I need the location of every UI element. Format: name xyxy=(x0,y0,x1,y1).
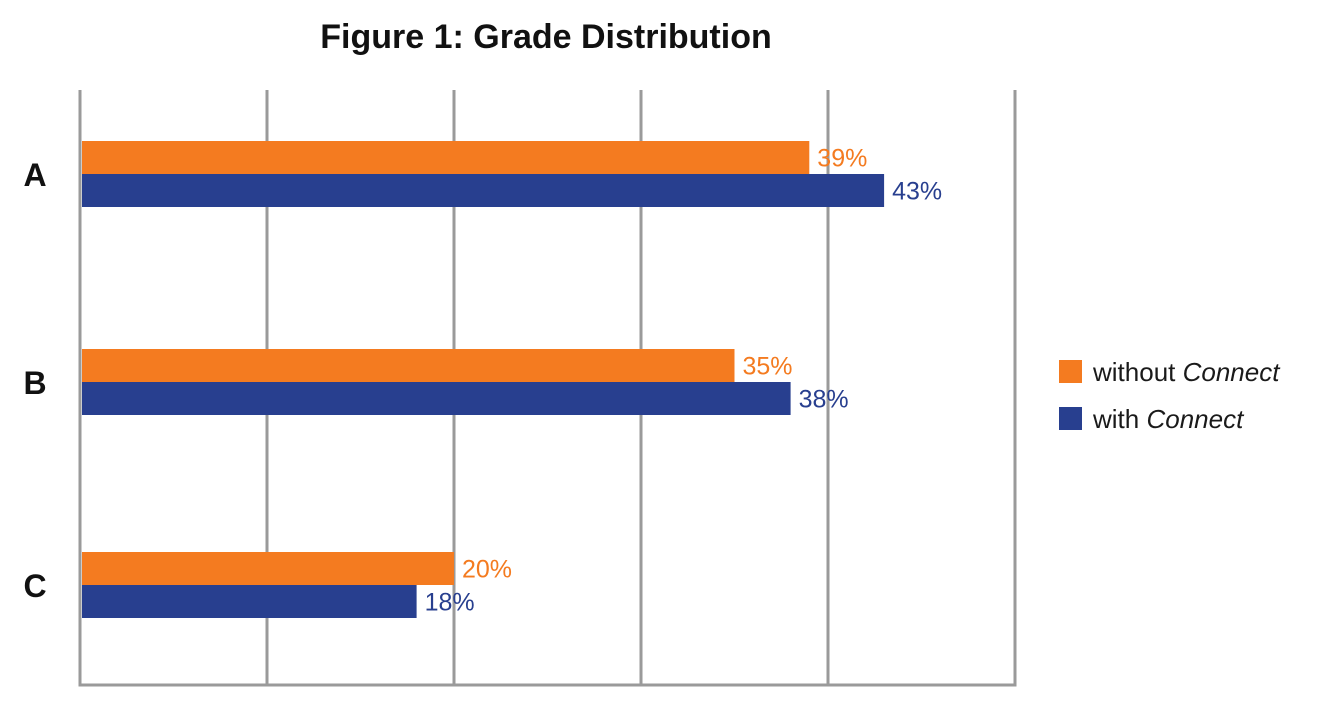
value-label-a-without-connect: 39% xyxy=(817,145,867,173)
value-labels: 39% 43% 35%38% 20% 18% xyxy=(425,145,943,617)
category-label-b: B xyxy=(23,365,46,401)
value-label-c-with-connect: 18% xyxy=(425,589,475,617)
value-label-a-with-connect: 43% xyxy=(892,178,942,206)
legend-label-with-connect: with Connect xyxy=(1092,404,1245,434)
category-labels: A B C xyxy=(23,157,46,604)
legend-swatch-without-connect xyxy=(1059,360,1082,383)
category-label-a: A xyxy=(23,157,46,193)
bar-c-without-connect xyxy=(82,552,454,585)
category-label-c: C xyxy=(23,568,46,604)
value-label-b-without-connect: 35% xyxy=(743,353,793,381)
bar-a-without-connect xyxy=(82,141,810,174)
value-label-c-without-connect: 20% xyxy=(462,556,512,584)
bar-a-with-connect xyxy=(82,174,885,207)
chart-title: Figure 1: Grade Distribution xyxy=(320,18,771,56)
value-label-b-with-connect: 38% xyxy=(799,386,849,414)
legend-label-without-connect: without Connect xyxy=(1092,357,1281,387)
bar-c-with-connect xyxy=(82,585,417,618)
legend: without Connect with Connect xyxy=(1059,357,1281,434)
legend-swatch-with-connect xyxy=(1059,407,1082,430)
bar-b-with-connect xyxy=(82,382,791,415)
bars xyxy=(82,141,885,618)
bar-b-without-connect xyxy=(82,349,735,382)
